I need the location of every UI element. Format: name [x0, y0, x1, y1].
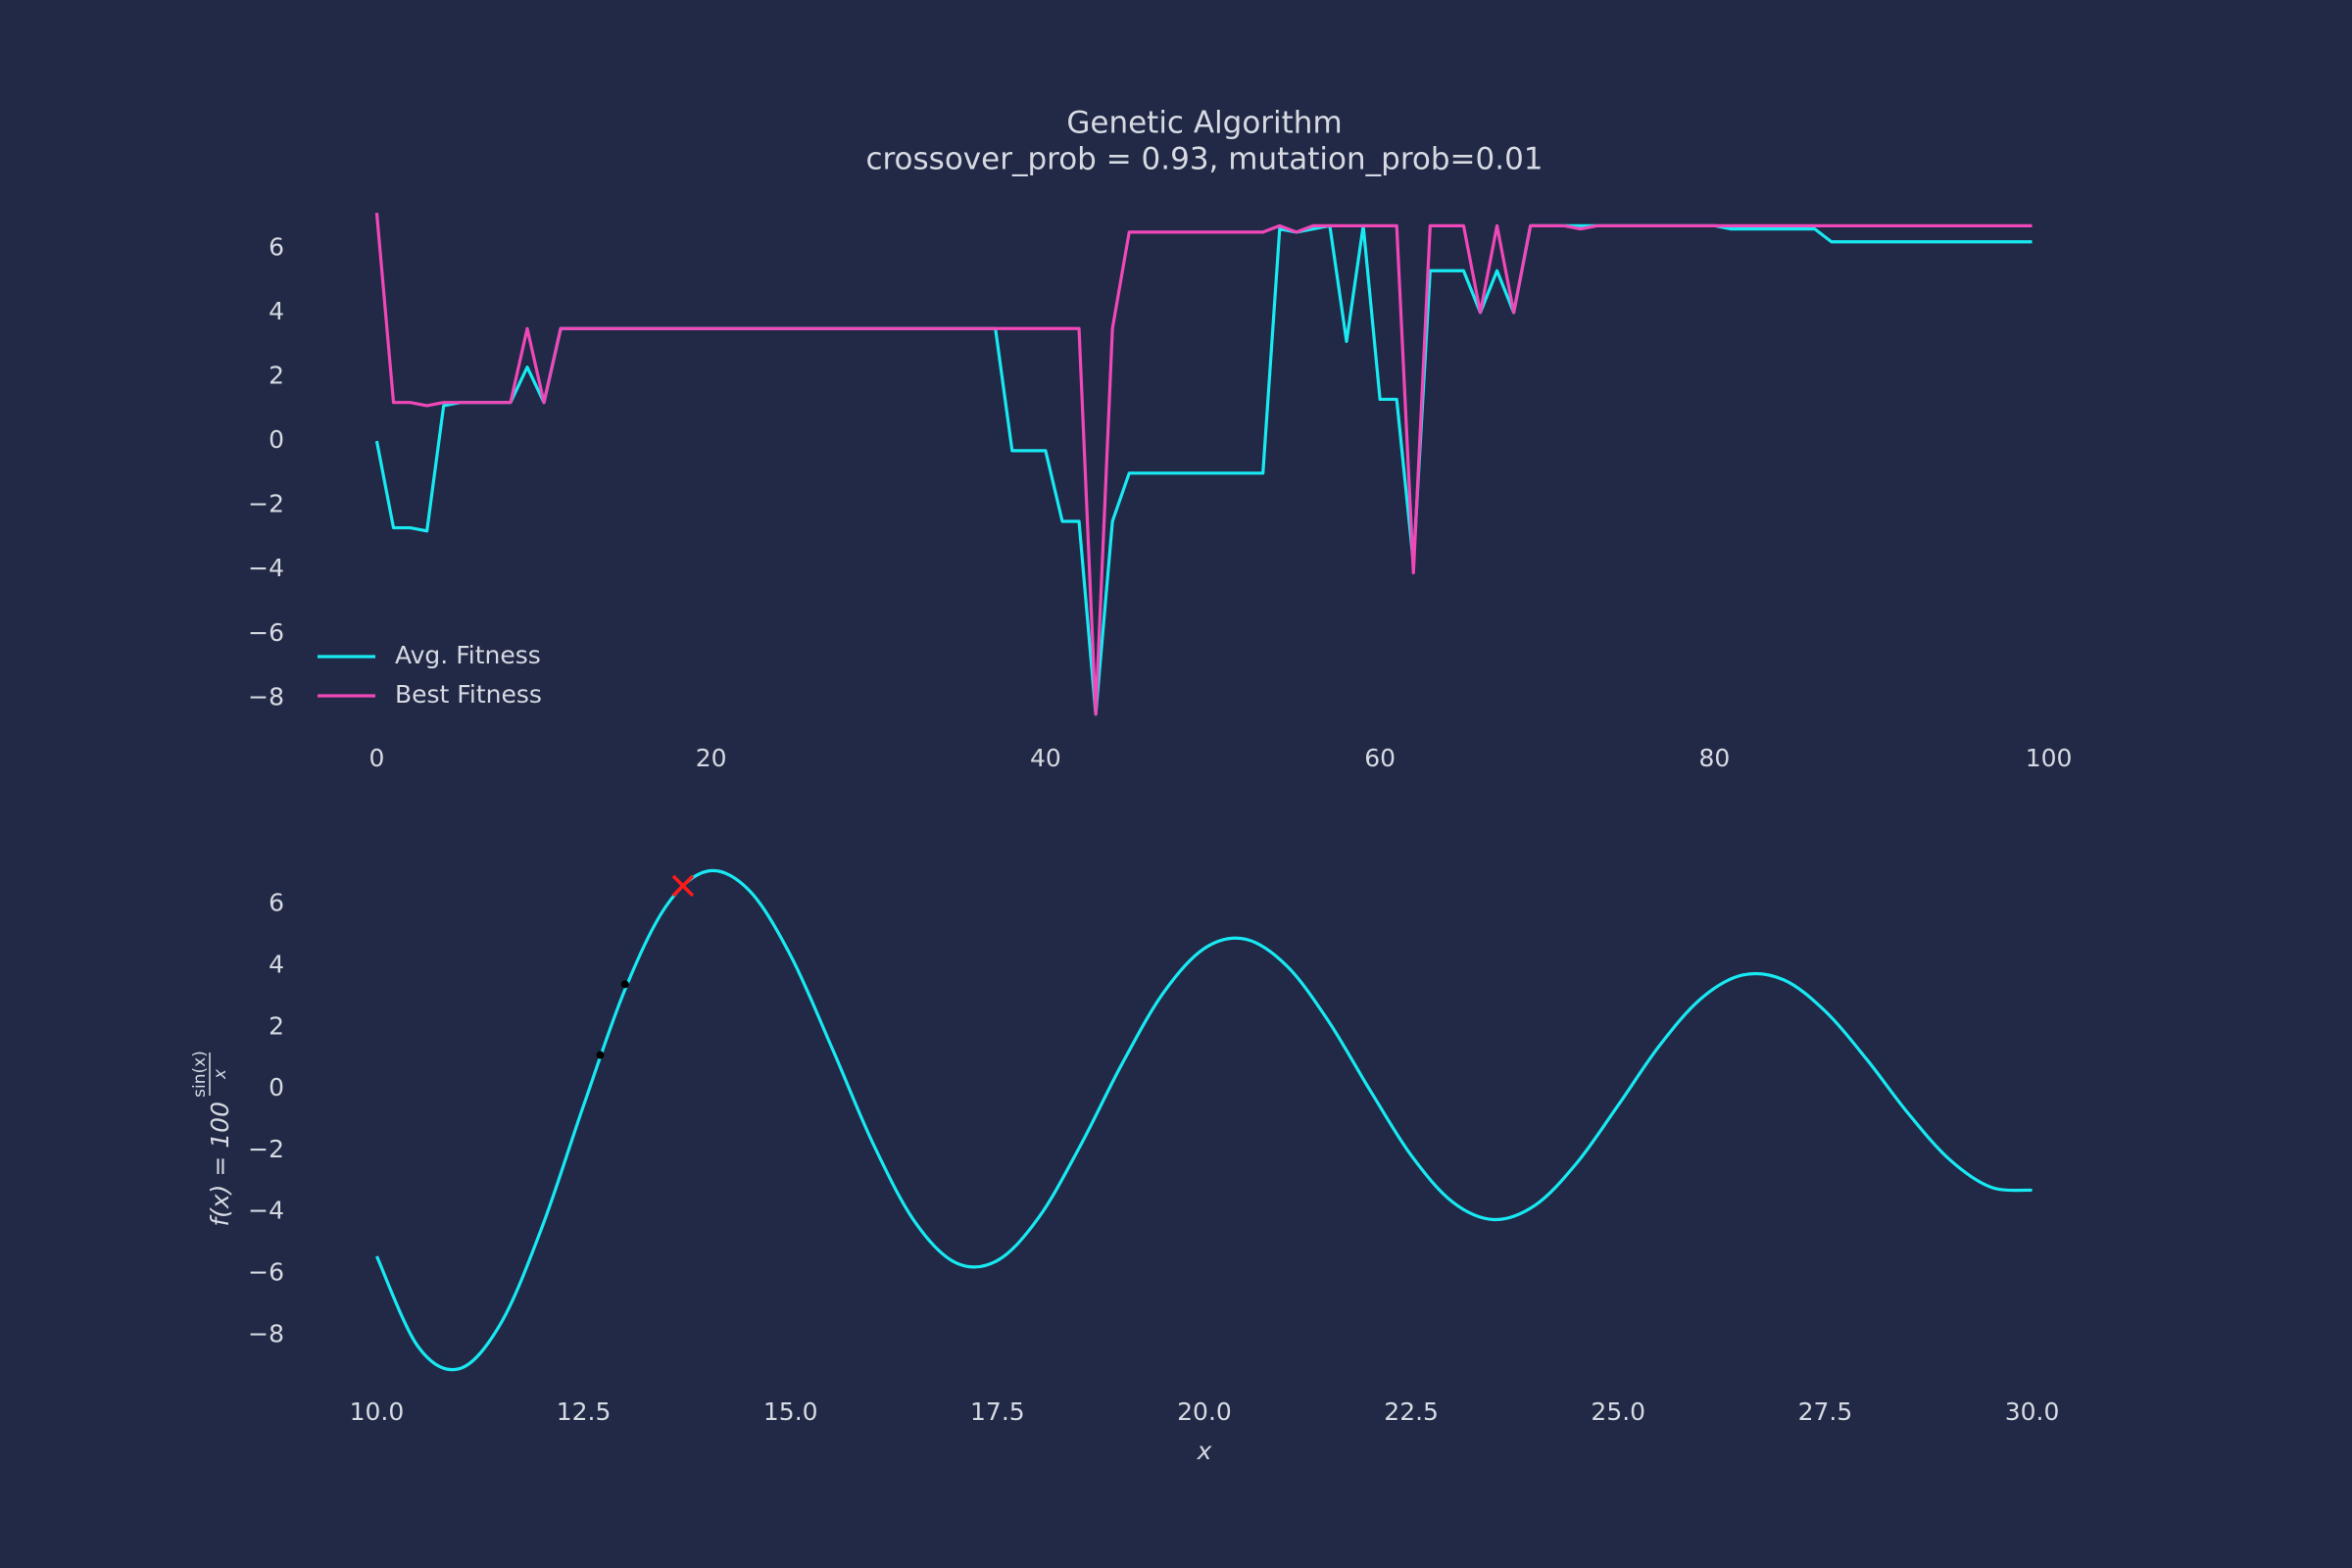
line-series	[375, 868, 2033, 1372]
legend-label: Best Fitness	[395, 680, 542, 709]
line-series	[374, 213, 2033, 716]
y-tick-label: 0	[269, 425, 284, 454]
x-tick-label: 20	[696, 744, 727, 772]
x-tick-label: 17.5	[970, 1397, 1025, 1426]
x-tick-label: 30.0	[2005, 1397, 2060, 1426]
x-tick-label: 22.5	[1384, 1397, 1439, 1426]
chart-title: Genetic Algorithm	[1066, 106, 1342, 141]
y-tick-label: 2	[269, 1011, 284, 1040]
y-axis-label: f(x) = 100 sin(x) x	[190, 1051, 234, 1227]
x-tick-label: 100	[2026, 744, 2073, 772]
y-tick-label: 4	[269, 950, 284, 978]
y-tick-label: −4	[248, 554, 284, 582]
y-tick-label: −2	[248, 490, 284, 518]
x-tick-label: 0	[369, 744, 385, 772]
y-tick-label: 0	[269, 1073, 284, 1102]
x-tick-label: 80	[1698, 744, 1730, 772]
x-axis-label: x	[1197, 1437, 1212, 1465]
chart-subtitle: crossover_prob = 0.93, mutation_prob=0.0…	[865, 142, 1543, 177]
x-tick-label: 20.0	[1177, 1397, 1232, 1426]
y-label-exponent-denominator: x	[211, 1068, 230, 1080]
y-tick-label: −8	[248, 682, 284, 710]
population-point	[596, 1051, 605, 1059]
y-tick-label: −4	[248, 1197, 284, 1225]
x-tick-label: 12.5	[557, 1397, 612, 1426]
y-tick-label: −6	[248, 618, 284, 647]
legend-label: Avg. Fitness	[395, 641, 541, 669]
y-tick-label: 2	[269, 361, 284, 389]
y-label-exponent-numerator: sin(x)	[190, 1051, 210, 1098]
x-tick-label: 25.0	[1591, 1397, 1645, 1426]
y-tick-label: 4	[269, 297, 284, 325]
x-tick-label: 60	[1364, 744, 1396, 772]
x-tick-label: 10.0	[350, 1397, 405, 1426]
y-tick-label: 6	[269, 889, 284, 917]
x-tick-label: 15.0	[763, 1397, 818, 1426]
y-tick-label: −6	[248, 1258, 284, 1287]
x-tick-label: 40	[1030, 744, 1061, 772]
population-point	[620, 980, 629, 989]
y-tick-label: 6	[269, 232, 284, 261]
best-marker	[671, 874, 695, 898]
x-tick-label: 27.5	[1798, 1397, 1853, 1426]
y-tick-label: −2	[248, 1135, 284, 1163]
y-tick-label: −8	[248, 1319, 284, 1348]
y-label-base: f(x) = 100	[206, 1102, 234, 1227]
